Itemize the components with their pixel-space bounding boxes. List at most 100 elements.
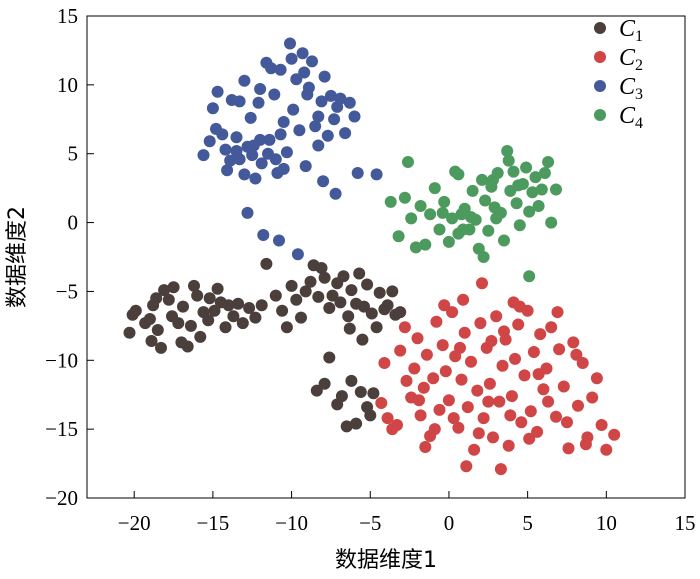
data-point	[219, 321, 232, 334]
data-point	[438, 299, 451, 312]
legend-subscript: 4	[635, 115, 643, 132]
data-point	[315, 262, 328, 274]
data-point	[260, 257, 273, 270]
data-point	[236, 317, 249, 330]
y-tick-label: 0	[68, 211, 79, 235]
data-point	[433, 403, 446, 416]
data-point	[532, 368, 545, 381]
data-point	[224, 154, 237, 167]
data-point	[310, 384, 323, 397]
data-point	[373, 286, 386, 299]
data-point	[340, 420, 353, 433]
data-point	[428, 423, 441, 436]
data-point	[520, 161, 533, 174]
data-point	[293, 124, 306, 137]
data-point	[277, 162, 290, 175]
data-point	[312, 110, 325, 123]
data-point	[553, 343, 566, 356]
data-point	[531, 425, 544, 438]
data-point	[287, 103, 300, 116]
data-point	[507, 296, 520, 309]
data-point	[523, 270, 536, 283]
data-point	[483, 377, 496, 390]
data-point	[321, 129, 334, 142]
data-point	[381, 412, 394, 425]
data-point	[436, 339, 449, 352]
data-point	[414, 409, 427, 422]
data-point	[162, 293, 175, 306]
data-point	[230, 145, 243, 157]
data-point	[351, 167, 364, 179]
data-point	[400, 374, 413, 387]
data-point	[358, 300, 370, 313]
data-point	[285, 279, 298, 292]
data-point	[413, 394, 425, 407]
data-point	[238, 74, 251, 87]
y-tick-label: 10	[57, 73, 78, 97]
data-point	[232, 297, 245, 310]
data-point	[211, 282, 224, 295]
data-point	[219, 143, 232, 156]
data-point	[502, 154, 515, 167]
data-point	[263, 133, 276, 146]
data-point	[452, 168, 465, 181]
x-tick-label: 15	[675, 511, 696, 535]
data-point	[394, 306, 407, 319]
data-point	[342, 310, 355, 323]
data-point	[197, 149, 210, 162]
legend-label: C4	[619, 103, 643, 132]
data-point	[427, 372, 440, 385]
data-point	[482, 224, 495, 237]
data-point	[405, 212, 418, 225]
data-point	[496, 359, 509, 372]
data-point	[284, 37, 296, 50]
data-point	[433, 223, 446, 236]
data-point	[280, 321, 293, 334]
series-c3	[197, 37, 383, 261]
data-point	[542, 156, 555, 168]
data-point	[458, 202, 471, 215]
data-point	[291, 248, 304, 261]
data-point	[510, 197, 523, 210]
data-point	[457, 293, 470, 306]
data-point	[329, 187, 342, 200]
data-point	[529, 171, 542, 184]
data-point	[600, 443, 613, 456]
y-tick-label: −10	[45, 348, 78, 372]
data-point	[482, 395, 495, 408]
x-tick-label: −20	[118, 511, 151, 535]
data-point	[353, 267, 366, 280]
data-point	[299, 160, 312, 173]
data-point	[504, 409, 517, 422]
data-point	[348, 110, 361, 123]
data-point	[191, 289, 204, 302]
data-point	[428, 182, 441, 195]
x-tick-label: −10	[275, 511, 308, 535]
legend-marker	[594, 109, 606, 121]
data-point	[339, 127, 352, 140]
data-point	[490, 212, 503, 225]
data-point	[206, 102, 219, 115]
data-point	[466, 184, 479, 197]
data-point	[409, 241, 422, 254]
data-point	[586, 391, 599, 404]
data-point	[515, 416, 528, 429]
legend-subscript: 1	[635, 28, 643, 45]
data-point	[414, 200, 427, 212]
data-point	[177, 300, 189, 313]
legend-marker	[594, 22, 606, 34]
legend-name: C	[619, 103, 636, 129]
data-point	[391, 419, 403, 431]
data-point	[343, 96, 356, 109]
plot-area-frame	[86, 15, 686, 499]
data-point	[249, 172, 262, 185]
data-point	[446, 212, 459, 225]
data-point	[276, 304, 289, 317]
data-point	[262, 147, 274, 160]
legend-name: C	[619, 16, 636, 42]
data-point	[323, 351, 336, 364]
data-point	[126, 308, 139, 321]
x-tick-label: 5	[522, 511, 533, 535]
data-point	[252, 96, 265, 109]
data-point	[608, 428, 621, 441]
